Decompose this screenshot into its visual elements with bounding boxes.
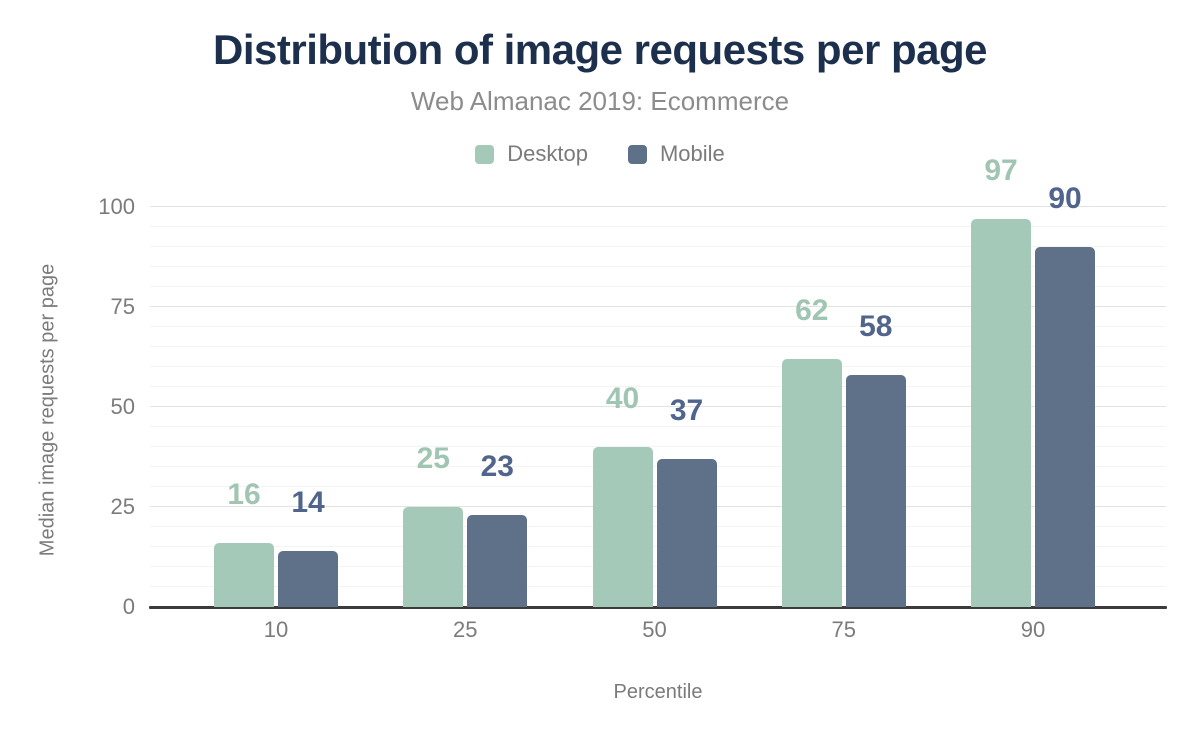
mobile-bar[interactable] (656, 459, 717, 607)
mobile-bar-value-label: 14 (291, 486, 325, 519)
desktop-bar[interactable] (971, 219, 1031, 607)
desktop-bar-value-label: 40 (605, 382, 640, 415)
legend-item-mobile[interactable]: Mobile (627, 141, 725, 167)
minor-gridline (150, 346, 1166, 347)
desktop-series-swatch-icon (475, 144, 495, 164)
x-axis-baseline (149, 606, 1167, 609)
legend-item-label: Mobile (659, 141, 725, 166)
x-axis-tick-label: 25 (453, 617, 478, 642)
minor-gridline (150, 446, 1166, 447)
minor-gridline (150, 326, 1166, 327)
legend-item-label: Desktop (507, 141, 588, 166)
minor-gridline (150, 226, 1166, 227)
x-axis-title: Percentile (613, 681, 703, 703)
desktop-bar[interactable] (592, 447, 653, 607)
mobile-bar[interactable] (1035, 247, 1095, 607)
minor-gridline (150, 426, 1166, 427)
mobile-bar[interactable] (278, 551, 338, 607)
y-axis-tick-label: 0 (122, 594, 135, 619)
mobile-bar[interactable] (467, 515, 528, 607)
major-gridline (150, 406, 1166, 407)
mobile-bar-value-label: 37 (669, 394, 704, 427)
mobile-bar-value-label: 58 (859, 310, 893, 343)
x-axis-tick-label: 90 (1020, 617, 1046, 642)
x-axis-tick-label: 75 (831, 617, 856, 642)
legend-item-desktop[interactable]: Desktop (475, 141, 588, 167)
mobile-bar-value-label: 23 (480, 450, 514, 483)
chart-subtitle: Web Almanac 2019: Ecommerce (410, 86, 790, 116)
mobile-series-swatch-icon (627, 144, 647, 164)
desktop-bar-value-label: 16 (227, 478, 261, 511)
plot-area: 10 16 14 25 25 23 50 40 37 75 62 58 90 97 90 (149, 156, 1167, 642)
minor-gridline (150, 266, 1166, 267)
chart-title: Distribution of image requests per page (213, 26, 987, 73)
desktop-bar-value-label: 62 (795, 294, 829, 327)
major-gridline (150, 306, 1166, 307)
y-axis-tick-label: 75 (110, 294, 135, 319)
desktop-bar-value-label: 25 (416, 442, 450, 475)
mobile-bar-value-label: 90 (1048, 182, 1082, 215)
y-axis-tick-label: 50 (110, 394, 135, 419)
minor-gridline (150, 246, 1166, 247)
minor-gridline (150, 366, 1166, 367)
y-axis-tick-label: 100 (98, 194, 135, 219)
x-axis-tick-label: 50 (642, 617, 667, 642)
desktop-bar-value-label: 97 (984, 154, 1018, 187)
desktop-bar[interactable] (403, 507, 464, 607)
minor-gridline (150, 286, 1166, 287)
x-axis-tick-label: 10 (263, 617, 289, 642)
mobile-bar[interactable] (845, 375, 906, 607)
y-axis-title: Median image requests per page (36, 263, 59, 557)
y-axis-tick-label: 25 (110, 494, 135, 519)
minor-gridline (150, 386, 1166, 387)
major-gridline (150, 206, 1166, 207)
desktop-bar[interactable] (214, 543, 274, 607)
desktop-bar[interactable] (781, 359, 842, 607)
legend: Desktop Mobile (0, 141, 1200, 167)
